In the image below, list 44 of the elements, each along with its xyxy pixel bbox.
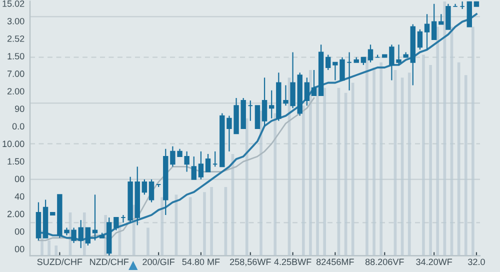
candlestick (262, 77, 268, 127)
text: 00 (14, 246, 24, 252)
x-tick-label: 32.0 (468, 258, 485, 266)
candlestick (424, 14, 430, 50)
text: 2.00 (7, 210, 24, 218)
candlestick (304, 77, 310, 106)
text: 2.52 (7, 36, 24, 42)
candlestick (92, 194, 98, 241)
candlestick (78, 220, 84, 249)
text: 7.00 (7, 70, 24, 77)
candlestick (148, 178, 154, 203)
candlestick (311, 69, 317, 96)
x-tick-label: SUZD/CHF (37, 258, 82, 266)
candlestick (368, 44, 374, 63)
candlestick (142, 178, 148, 196)
x-tick-label: NZD/CHF (90, 258, 129, 266)
candlestick (198, 150, 204, 180)
text: 40 (14, 193, 24, 200)
x-tick-label: 34.20WF (416, 258, 452, 266)
text: 00 (14, 176, 24, 182)
candlestick (431, 3, 437, 40)
text: 00 (14, 228, 24, 235)
candlestick (191, 156, 196, 180)
text: 10.00 (2, 140, 24, 148)
x-tick-label: 88.206VF (365, 258, 404, 266)
x-tick-label: 54.80 MF (182, 258, 220, 266)
x-tick-label: 200/GIF (142, 258, 175, 266)
text: 0.0 (12, 123, 24, 130)
text: 15.02 (2, 0, 24, 7)
candlestick (254, 105, 260, 130)
text: 3.00 (7, 18, 24, 24)
candlestick (205, 153, 211, 172)
text: 1.50 (8, 158, 24, 165)
text: 90 (14, 106, 24, 112)
candlestick (326, 54, 331, 71)
x-tick-label: 258,56WF (230, 258, 271, 266)
candlestick (85, 227, 91, 246)
x-tick-label: 82456MF (316, 258, 354, 266)
candlestick (268, 90, 274, 119)
candlestick (417, 28, 423, 50)
x-tick-label: 4.25BWF (274, 258, 312, 266)
text: 2.00 (7, 88, 24, 94)
text: 1.50 (8, 53, 24, 60)
candlestick (114, 216, 119, 231)
